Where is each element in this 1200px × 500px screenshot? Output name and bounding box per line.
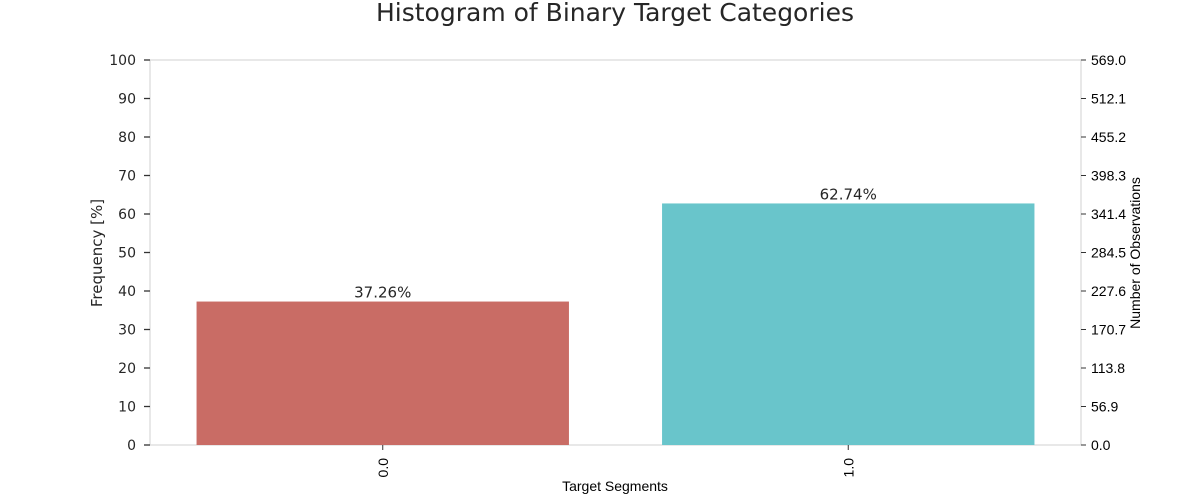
x-axis-label: Target Segments [562, 478, 668, 494]
data-label: 62.74% [820, 185, 877, 203]
x-tick-label: 1.0 [840, 458, 856, 478]
y-tick-label: 0 [127, 438, 136, 454]
data-label: 37.26% [354, 284, 411, 302]
right-y-tick-label: 0.0 [1091, 437, 1111, 453]
y-tick-label: 80 [118, 130, 136, 146]
left-y-axis: 0 10 20 30 40 50 60 70 80 90 100 [109, 53, 150, 454]
y-tick-label: 30 [118, 323, 136, 339]
y-tick-label: 10 [118, 400, 136, 416]
x-axis: 0.0 1.0 [375, 445, 856, 478]
y-tick-label: 90 [118, 92, 136, 108]
right-y-tick-label: 170.7 [1091, 322, 1126, 338]
right-y-tick-label: 56.9 [1091, 399, 1118, 415]
right-y-tick-label: 284.5 [1091, 245, 1126, 261]
right-y-axis: 0.0 56.9 113.8 170.7 227.6 284.5 341.4 398.3 455… [1081, 52, 1126, 453]
y-tick-label: 20 [118, 361, 136, 377]
chart-title: Histogram of Binary Target Categories [376, 0, 854, 27]
y-tick-label: 70 [118, 169, 136, 185]
y-tick-label: 40 [118, 284, 136, 300]
bars-layer: 37.26% 62.74% [196, 185, 1035, 445]
y-tick-label: 60 [118, 207, 136, 223]
y-axis-label: Frequency [%] [88, 199, 106, 307]
right-y-tick-label: 512.1 [1091, 91, 1126, 107]
right-y-tick-label: 341.4 [1091, 206, 1126, 222]
right-y-tick-label: 113.8 [1091, 360, 1125, 376]
bar-1.0 [662, 203, 1035, 445]
bar-0.0 [196, 301, 569, 445]
right-y-axis-label: Number of Observations [1127, 177, 1143, 329]
y-tick-label: 50 [118, 246, 136, 262]
right-y-tick-label: 227.6 [1091, 283, 1126, 299]
right-y-tick-label: 398.3 [1091, 168, 1126, 184]
x-tick-label: 0.0 [375, 458, 391, 478]
y-tick-label: 100 [109, 53, 136, 69]
right-y-tick-label: 455.2 [1091, 129, 1126, 145]
right-y-tick-label: 569.0 [1091, 52, 1126, 68]
